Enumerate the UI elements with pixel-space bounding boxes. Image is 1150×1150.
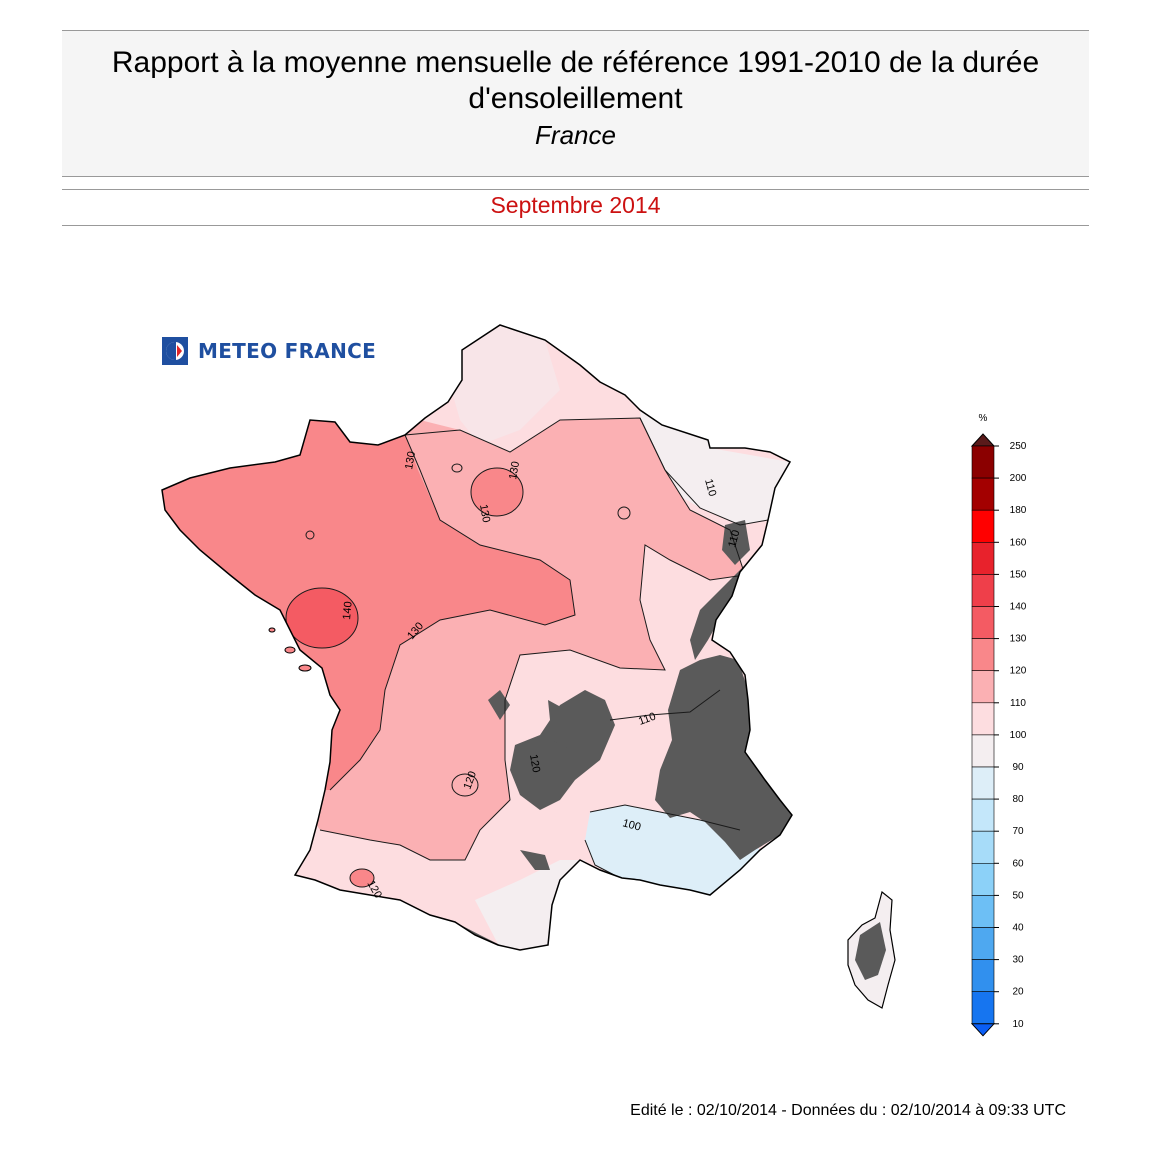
legend-swatch xyxy=(971,798,995,832)
meteo-france-logo-icon xyxy=(162,337,188,365)
legend-swatch xyxy=(971,445,995,479)
legend-swatch xyxy=(971,830,995,864)
isoline-zones xyxy=(162,325,792,950)
corsica-relief xyxy=(855,922,886,980)
map-region: France xyxy=(535,120,616,150)
contour-140 xyxy=(285,587,359,649)
legend-swatch xyxy=(971,477,995,511)
france-border xyxy=(161,324,793,951)
contour-label: 110 xyxy=(726,529,742,549)
contour-110 xyxy=(639,417,769,526)
legend-tick-label: 70 xyxy=(1012,826,1024,837)
legend-tick-label: 50 xyxy=(1012,890,1024,901)
contour-label: 110 xyxy=(702,478,718,498)
title-panel: Rapport à la moyenne mensuelle de référe… xyxy=(62,30,1089,177)
contour-label: 100 xyxy=(621,817,642,833)
zone-north-coast xyxy=(440,325,560,445)
legend-tick-label: 100 xyxy=(1010,730,1027,741)
legend-tick-label: 200 xyxy=(1010,473,1027,484)
legend-swatch xyxy=(971,574,995,607)
legend-unit: % xyxy=(979,413,988,424)
contour-130 xyxy=(329,434,576,791)
legend-tick-label: 10 xyxy=(1012,1019,1024,1030)
legend-swatch xyxy=(971,638,995,671)
map-title: Rapport à la moyenne mensuelle de référe… xyxy=(111,46,1040,115)
zone-brittany-vendee xyxy=(162,420,575,790)
contour-label: 110 xyxy=(637,711,658,728)
contour-label: 120 xyxy=(462,770,480,791)
contour-120 xyxy=(451,773,479,797)
legend-tick-label: 140 xyxy=(1010,602,1027,613)
legend-min-arrow xyxy=(970,1023,996,1037)
legend-max-arrow xyxy=(970,433,996,447)
zone-paris-basin xyxy=(471,468,523,516)
legend-tick-label: 150 xyxy=(1010,569,1027,580)
contour-labels: 130 130 130 140 130 110 120 120 110 100 … xyxy=(341,450,742,900)
contour-closed xyxy=(451,463,463,473)
legend-tick-label: 110 xyxy=(1010,698,1026,709)
contour-label: 130 xyxy=(477,503,492,523)
legend-swatch xyxy=(971,895,995,928)
meteo-france-logo: METEO FRANCE xyxy=(162,337,376,365)
legend-swatch xyxy=(971,541,995,575)
atlantic-islands xyxy=(268,627,312,672)
map-period: Septembre 2014 xyxy=(490,192,661,218)
contour-label: 130 xyxy=(403,450,418,470)
zone-vendee-core xyxy=(286,588,358,648)
zone-gers xyxy=(350,869,374,887)
legend-swatch xyxy=(971,509,995,543)
legend-swatch xyxy=(971,734,995,768)
divider xyxy=(62,225,1089,226)
legend-swatch xyxy=(971,862,995,896)
contour-label: 120 xyxy=(527,753,542,773)
edition-footer: Edité le : 02/10/2014 - Données du : 02/… xyxy=(630,1102,1066,1119)
legend-tick-label: 250 xyxy=(1010,441,1027,452)
logo-text: METEO FRANCE xyxy=(198,339,377,363)
legend-tick-label: 120 xyxy=(1010,666,1027,677)
legend-swatch xyxy=(971,927,995,960)
legend-tick-label: 130 xyxy=(1010,634,1027,645)
legend-tick-label: 160 xyxy=(1010,537,1027,548)
legend-swatch xyxy=(971,959,995,992)
contour-130 xyxy=(470,467,524,517)
legend-tick-label: 60 xyxy=(1012,858,1024,869)
contour-closed xyxy=(305,530,315,540)
contour-120 xyxy=(349,868,375,888)
legend-swatch xyxy=(971,606,995,639)
legend-tick-label: 20 xyxy=(1012,987,1024,998)
contour-label: 140 xyxy=(341,601,355,620)
legend-tick-label: 80 xyxy=(1012,794,1024,805)
legend-swatch xyxy=(971,991,995,1025)
legend-swatch xyxy=(971,670,995,704)
legend-tick-label: 40 xyxy=(1012,923,1024,934)
contour-label: 130 xyxy=(507,460,522,480)
contour-110 xyxy=(609,689,721,721)
zone-alsace xyxy=(640,410,790,525)
legend-tick-label: 180 xyxy=(1010,505,1027,516)
legend-tick-label: 30 xyxy=(1012,955,1024,966)
legend-swatch xyxy=(971,766,995,800)
contour-closed xyxy=(617,506,631,520)
legend-tick-label: 90 xyxy=(1012,762,1024,773)
divider xyxy=(62,189,1089,190)
legend-swatch xyxy=(971,702,995,736)
color-legend: % 250 200 180 160 150 140 130 120 110 100 90 80 70 60… xyxy=(970,413,1027,1037)
